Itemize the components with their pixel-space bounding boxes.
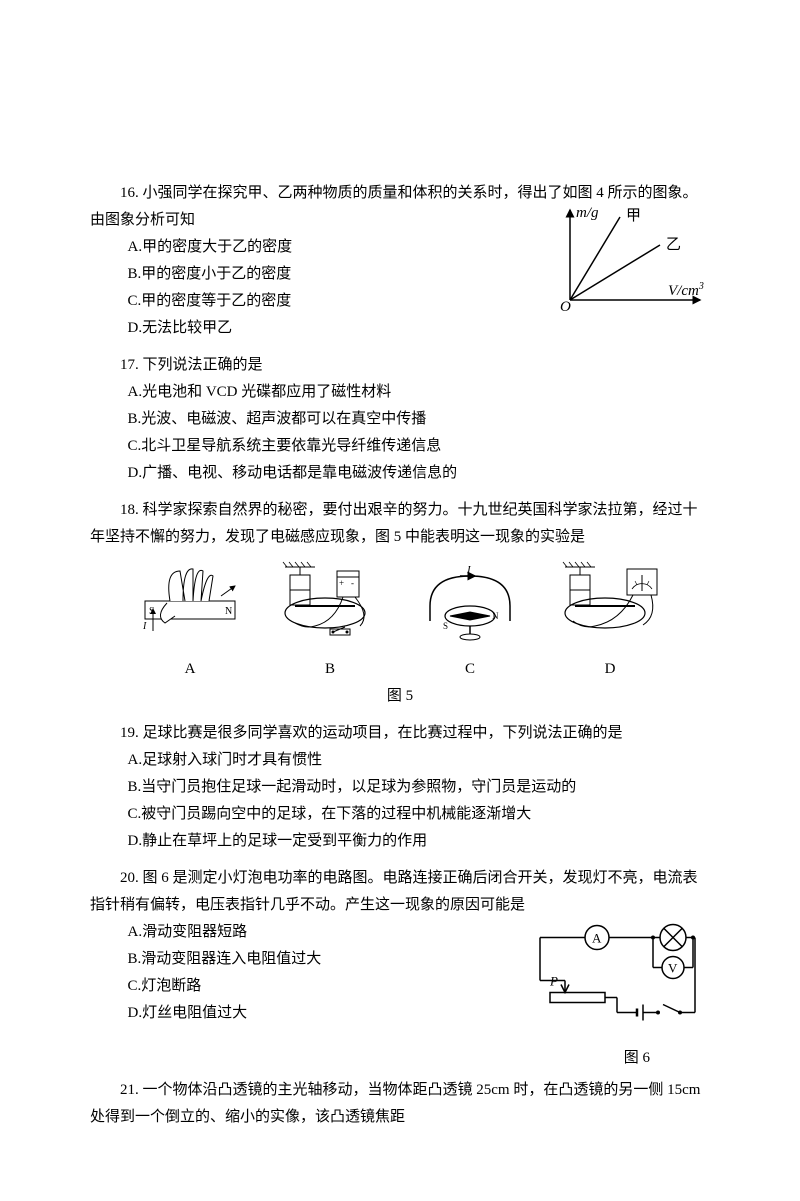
q19-option-a: A.足球射入球门时才具有惯性	[90, 747, 710, 774]
fig5-diagram-c: I S N	[410, 561, 530, 651]
q17-option-d: D.广播、电视、移动电话都是靠电磁波传递信息的	[90, 460, 710, 487]
svg-text:S: S	[149, 606, 155, 617]
q19-stem: 19. 足球比赛是很多同学喜欢的运动项目，在比赛过程中，下列说法正确的是	[90, 720, 710, 747]
density-graph: 甲 乙 O m/g V/cm3	[550, 205, 710, 315]
q16-option-d: D.无法比较甲乙	[90, 315, 710, 342]
question-18: 18. 科学家探索自然界的秘密，要付出艰辛的努力。十九世纪英国科学家法拉第，经过…	[90, 497, 710, 710]
y-axis-label: m/g	[576, 205, 599, 221]
fig5-label-c: C	[410, 656, 530, 683]
svg-text:I: I	[466, 564, 472, 576]
question-20: P A V 20. 图 6 是测定小灯泡电功率的电路图。电路连接正确后闭合开关，…	[90, 865, 710, 1027]
svg-text:+: +	[339, 578, 344, 588]
q19-option-d: D.静止在草坪上的足球一定受到平衡力的作用	[90, 828, 710, 855]
ammeter-label: A	[592, 931, 602, 946]
q18-stem: 18. 科学家探索自然界的秘密，要付出艰辛的努力。十九世纪英国科学家法拉第，经过…	[90, 497, 710, 551]
fig5-caption: 图 5	[90, 683, 710, 710]
q17-option-c: C.北斗卫星导航系统主要依靠光导纤维传递信息	[90, 433, 710, 460]
svg-text:-: -	[351, 578, 354, 588]
svg-text:N: N	[492, 611, 499, 621]
fig5-label-a: A	[130, 656, 250, 683]
svg-text:N: N	[225, 606, 232, 617]
question-19: 19. 足球比赛是很多同学喜欢的运动项目，在比赛过程中，下列说法正确的是 A.足…	[90, 720, 710, 855]
fig5-label-b: B	[270, 656, 390, 683]
fig5-diagram-row: S N I	[120, 561, 680, 651]
origin-label: O	[560, 299, 571, 315]
question-16: 甲 乙 O m/g V/cm3 16. 小强同学在探究甲、乙两种物质的质量和体积…	[90, 180, 710, 342]
q17-stem: 17. 下列说法正确的是	[90, 352, 710, 379]
voltmeter-label: V	[668, 961, 678, 976]
question-21: 21. 一个物体沿凸透镜的主光轴移动，当物体距凸透镜 25cm 时，在凸透镜的另…	[90, 1077, 710, 1131]
x-axis-label: V/cm	[668, 283, 699, 299]
svg-text:I: I	[142, 621, 147, 632]
svg-text:P: P	[549, 974, 558, 989]
svg-text:S: S	[443, 621, 448, 631]
fig5-diagram-a: S N I	[130, 561, 250, 651]
series-yi-label: 乙	[666, 237, 681, 253]
fig6-caption: 图 6	[624, 1045, 650, 1072]
exam-page: 甲 乙 O m/g V/cm3 16. 小强同学在探究甲、乙两种物质的质量和体积…	[0, 0, 800, 1201]
q21-stem: 21. 一个物体沿凸透镜的主光轴移动，当物体距凸透镜 25cm 时，在凸透镜的另…	[90, 1077, 710, 1131]
question-17: 17. 下列说法正确的是 A.光电池和 VCD 光碟都应用了磁性材料 B.光波、…	[90, 352, 710, 487]
svg-text:m/g: m/g	[576, 205, 599, 221]
circuit-diagram: P A V	[525, 920, 710, 1040]
fig5-diagram-d	[550, 561, 670, 651]
svg-text:V/cm3: V/cm3	[668, 281, 704, 299]
q19-option-c: C.被守门员踢向空中的足球，在下落的过程中机械能逐渐增大	[90, 801, 710, 828]
q19-option-b: B.当守门员抱住足球一起滑动时，以足球为参照物，守门员是运动的	[90, 774, 710, 801]
fig5-label-d: D	[550, 656, 670, 683]
series-jia-label: 甲	[626, 208, 641, 224]
fig5-diagram-b: + -	[270, 561, 390, 651]
q17-option-a: A.光电池和 VCD 光碟都应用了磁性材料	[90, 379, 710, 406]
q17-option-b: B.光波、电磁波、超声波都可以在真空中传播	[90, 406, 710, 433]
fig5-label-row: A B C D	[120, 656, 680, 683]
q20-stem: 20. 图 6 是测定小灯泡电功率的电路图。电路连接正确后闭合开关，发现灯不亮，…	[90, 865, 710, 919]
